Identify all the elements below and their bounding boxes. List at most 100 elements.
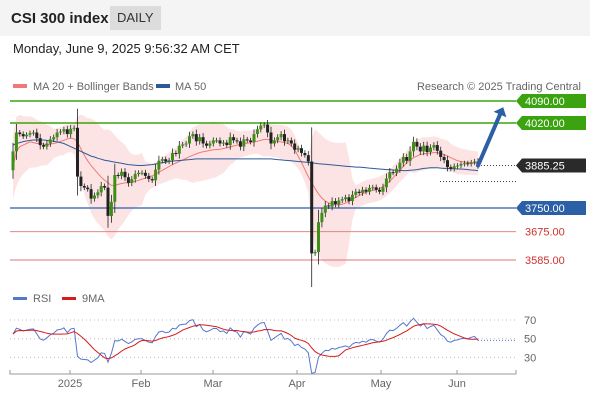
candle xyxy=(429,144,432,156)
ma50-line xyxy=(12,139,479,172)
candle xyxy=(371,184,375,191)
candle xyxy=(215,137,219,143)
candle xyxy=(435,141,439,155)
candle xyxy=(143,169,147,179)
candle xyxy=(323,201,327,218)
candle xyxy=(62,126,66,135)
candle xyxy=(208,140,212,149)
candle xyxy=(347,194,351,205)
x-tick-label: 2025 xyxy=(58,378,82,390)
candle xyxy=(28,130,32,138)
rsi-legend-label: RSI xyxy=(33,293,51,305)
rsi-gridlines: 70 50 30 xyxy=(10,315,536,364)
level-label: 3675.00 xyxy=(525,227,565,239)
candle xyxy=(225,139,229,148)
candle xyxy=(398,158,402,173)
ma50-legend-label: MA 50 xyxy=(175,81,206,93)
candle xyxy=(123,168,127,181)
candle xyxy=(337,197,341,208)
candle xyxy=(242,135,246,152)
candle xyxy=(59,129,62,135)
time-axis xyxy=(9,370,517,375)
candle xyxy=(93,192,96,202)
x-tick-label: Apr xyxy=(288,378,305,390)
rsi-tick-label: 70 xyxy=(524,315,536,327)
instrument-title: CSI 300 index xyxy=(11,10,109,27)
candle xyxy=(381,183,385,196)
candle xyxy=(238,137,242,151)
candle xyxy=(293,139,297,154)
candle xyxy=(211,137,215,147)
candle xyxy=(14,124,18,160)
candle xyxy=(259,122,263,133)
projection-arrowhead xyxy=(493,107,507,118)
candle xyxy=(286,137,290,144)
candle xyxy=(289,137,293,147)
candle xyxy=(391,169,395,176)
candle xyxy=(154,164,158,186)
candle xyxy=(198,133,202,145)
candle xyxy=(395,165,398,177)
candle xyxy=(466,160,470,167)
candle xyxy=(218,137,222,147)
candle xyxy=(113,163,117,213)
candle xyxy=(408,146,412,166)
candle xyxy=(174,150,178,157)
ma20-legend-swatch xyxy=(13,84,27,88)
candle xyxy=(388,168,392,183)
level-label: 3585.00 xyxy=(525,255,565,267)
candle xyxy=(384,173,388,193)
candle xyxy=(157,155,161,175)
candle xyxy=(188,131,191,148)
level-label: 3750.00 xyxy=(525,203,565,215)
candle xyxy=(235,137,239,144)
candle xyxy=(415,138,419,151)
candle xyxy=(99,181,103,197)
candle xyxy=(45,140,49,150)
level-tag-4090.00 xyxy=(516,94,586,108)
candle xyxy=(418,143,422,155)
candle xyxy=(249,137,253,145)
candle xyxy=(473,158,477,165)
rsi-tick-label: 50 xyxy=(524,334,536,346)
candle xyxy=(35,128,39,142)
ma9-legend-label: 9MA xyxy=(82,293,105,305)
candle xyxy=(76,108,79,196)
candle xyxy=(439,146,443,162)
candle xyxy=(48,136,52,147)
candle xyxy=(21,131,25,139)
price-levels xyxy=(10,100,516,261)
candle xyxy=(126,173,130,187)
candle xyxy=(317,209,320,265)
candle xyxy=(160,156,164,164)
candle xyxy=(194,129,198,146)
level-tag-4020.00 xyxy=(516,116,586,131)
research-credit: Research © 2025 Trading Central xyxy=(417,81,581,93)
candle xyxy=(130,175,134,187)
candle xyxy=(89,184,93,204)
current-price-tag xyxy=(516,158,586,173)
candle xyxy=(279,131,283,141)
candle xyxy=(18,130,22,137)
ma9-legend-swatch xyxy=(62,297,76,300)
level-tag-3750.00 xyxy=(516,201,586,216)
rsi-line xyxy=(12,317,479,374)
candle xyxy=(181,141,185,149)
candle xyxy=(306,151,310,166)
candle xyxy=(38,133,42,150)
candle xyxy=(333,198,337,208)
candle xyxy=(164,156,168,165)
candle xyxy=(432,142,436,151)
candle xyxy=(422,141,426,156)
timeframe-badge[interactable]: DAILY xyxy=(110,6,161,30)
candle xyxy=(412,136,415,157)
candle xyxy=(357,189,361,196)
candle xyxy=(140,170,144,176)
level-label: 4090.00 xyxy=(525,96,565,108)
candle xyxy=(137,170,141,177)
ma20-legend-label: MA 20 + Bollinger Bands xyxy=(33,81,154,93)
candle xyxy=(469,159,473,167)
candle xyxy=(459,161,463,169)
ma50-legend-swatch xyxy=(156,84,170,88)
